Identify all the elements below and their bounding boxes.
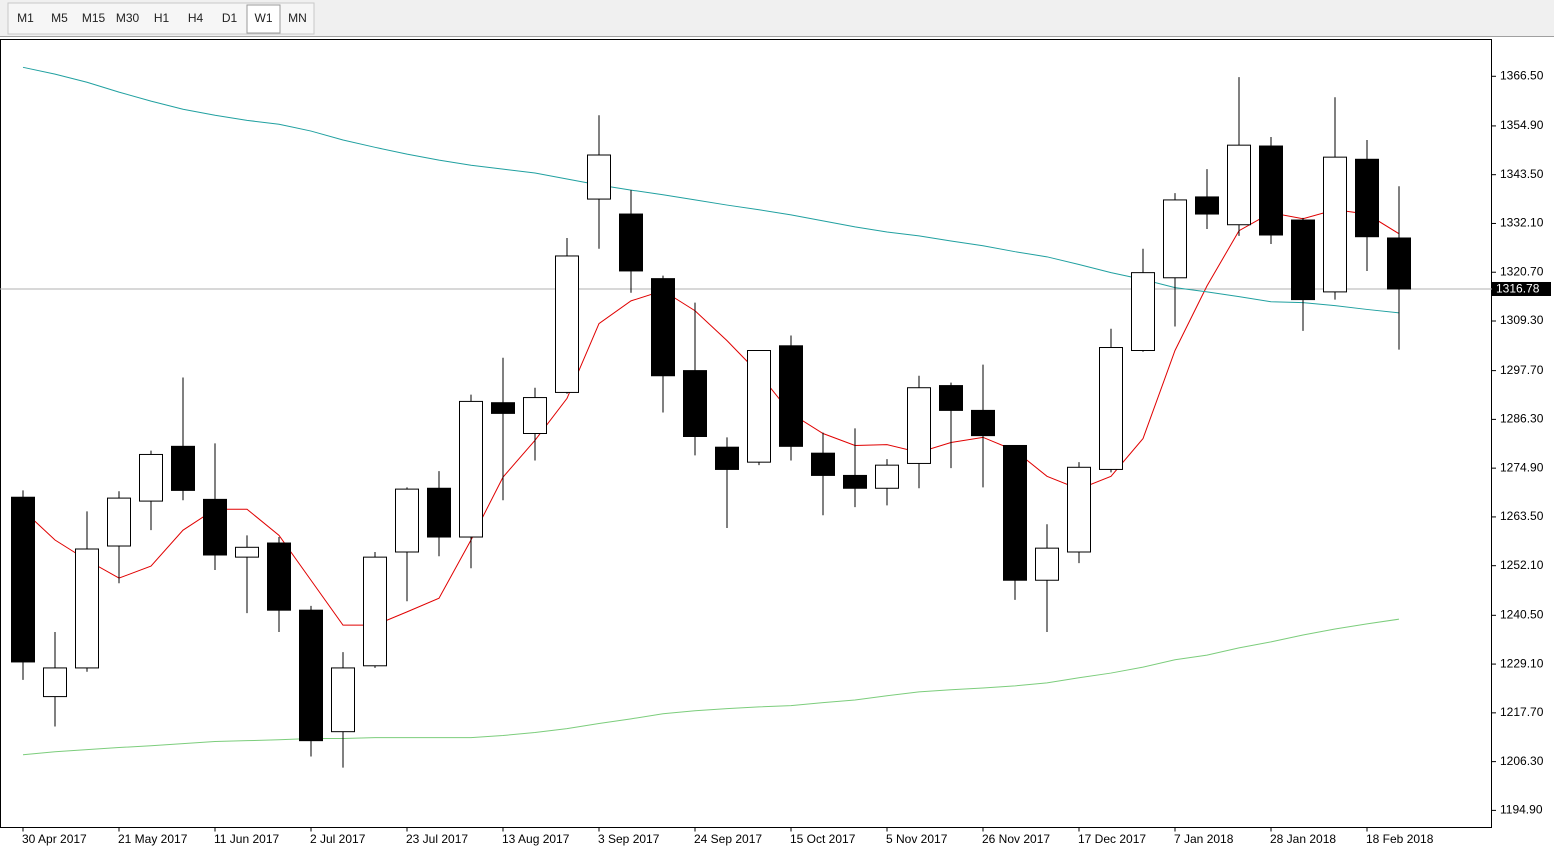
y-tick-label: 1343.50 [1500,167,1544,181]
candle-body [1099,347,1123,470]
y-tick-label: 1320.70 [1500,264,1544,278]
candle-body [235,546,259,558]
candle-body [1259,145,1283,236]
candle-body [555,255,579,393]
x-tick-label: 23 Jul 2017 [406,832,468,846]
y-tick-label: 1366.50 [1500,68,1544,82]
y-tick-label: 1332.10 [1500,216,1544,230]
y-tick-label: 1274.90 [1500,460,1544,474]
candle-body [715,446,739,470]
x-tick-label: 17 Dec 2017 [1078,832,1146,846]
candle-body [1163,199,1187,279]
candle-body [523,397,547,435]
moving-average [22,66,1400,314]
moving-average [22,618,1400,756]
y-tick-label: 1286.30 [1500,412,1544,426]
candle-body [491,402,515,414]
candle-body [683,370,707,437]
candle-body [75,548,99,669]
timeframe-button[interactable]: MN [288,11,307,25]
y-tick-label: 1194.90 [1500,803,1543,817]
current-price-label: 1316.78 [1496,282,1540,296]
y-tick-label: 1297.70 [1500,363,1544,377]
x-tick-label: 30 Apr 2017 [22,832,87,846]
candle-body [875,464,899,489]
candle-body [267,542,291,611]
moving-average [22,209,1400,626]
candle-body [299,609,323,742]
timeframe-button[interactable]: M5 [51,11,68,25]
timeframe-button[interactable]: D1 [222,11,238,25]
timeframe-button[interactable]: M15 [82,11,106,25]
x-tick-label: 2 Jul 2017 [310,832,366,846]
y-tick-label: 1217.70 [1500,705,1544,719]
candle-body [11,496,35,663]
y-tick-label: 1309.30 [1500,313,1544,327]
timeframe-button[interactable]: H1 [154,11,170,25]
candle-body [1323,156,1347,293]
candle-body [1227,144,1251,226]
x-tick-label: 3 Sep 2017 [598,832,660,846]
candle-body [1195,196,1219,215]
x-tick-label: 7 Jan 2018 [1174,832,1234,846]
timeframe-button[interactable]: H4 [188,11,204,25]
x-tick-label: 18 Feb 2018 [1366,832,1434,846]
y-tick-label: 1252.10 [1500,558,1544,572]
candle-body [747,350,771,463]
x-tick-label: 24 Sep 2017 [694,832,762,846]
candle-body [1355,158,1379,238]
timeframe-button[interactable]: W1 [255,11,273,25]
x-tick-label: 21 May 2017 [118,832,188,846]
candle-body [171,445,195,491]
candle-body [363,556,387,667]
timeframe-button[interactable]: M1 [17,11,34,25]
candle-body [843,474,867,489]
x-tick-label: 11 Jun 2017 [214,832,279,846]
candle-body [619,213,643,272]
candle-body [1131,272,1155,352]
y-tick-label: 1240.50 [1500,607,1544,621]
candle-body [203,498,227,556]
timeframe-button[interactable]: M30 [116,11,140,25]
x-tick-label: 28 Jan 2018 [1270,832,1336,846]
active-button-frame [246,4,281,34]
candle-body [1291,219,1315,301]
x-tick-label: 26 Nov 2017 [982,832,1050,846]
candle-body [1035,547,1059,581]
candle-body [587,154,611,200]
y-tick-label: 1354.90 [1500,118,1544,132]
candle-body [43,667,67,698]
candle-body [459,400,483,538]
plot-frame [0,39,1492,828]
candle-body [427,487,451,538]
current-price-tag [1492,281,1551,296]
x-tick-label: 13 Aug 2017 [502,832,570,846]
candle-body [1387,237,1411,290]
candle-body [811,452,835,476]
x-tick-label: 5 Nov 2017 [886,832,948,846]
candle-body [779,345,803,447]
candle-body [907,387,931,464]
x-tick-label: 15 Oct 2017 [790,832,856,846]
candle-body [1067,466,1091,553]
candle-body [939,385,963,411]
candle-body [651,278,675,377]
y-tick-label: 1206.30 [1500,754,1544,768]
candle-body [107,497,131,547]
candle-body [139,453,163,502]
candle-body [395,488,419,553]
candle-body [1003,444,1027,581]
candle-body [971,409,995,437]
y-tick-label: 1263.50 [1500,509,1544,523]
y-tick-label: 1229.10 [1500,656,1544,670]
candle-body [331,667,355,733]
